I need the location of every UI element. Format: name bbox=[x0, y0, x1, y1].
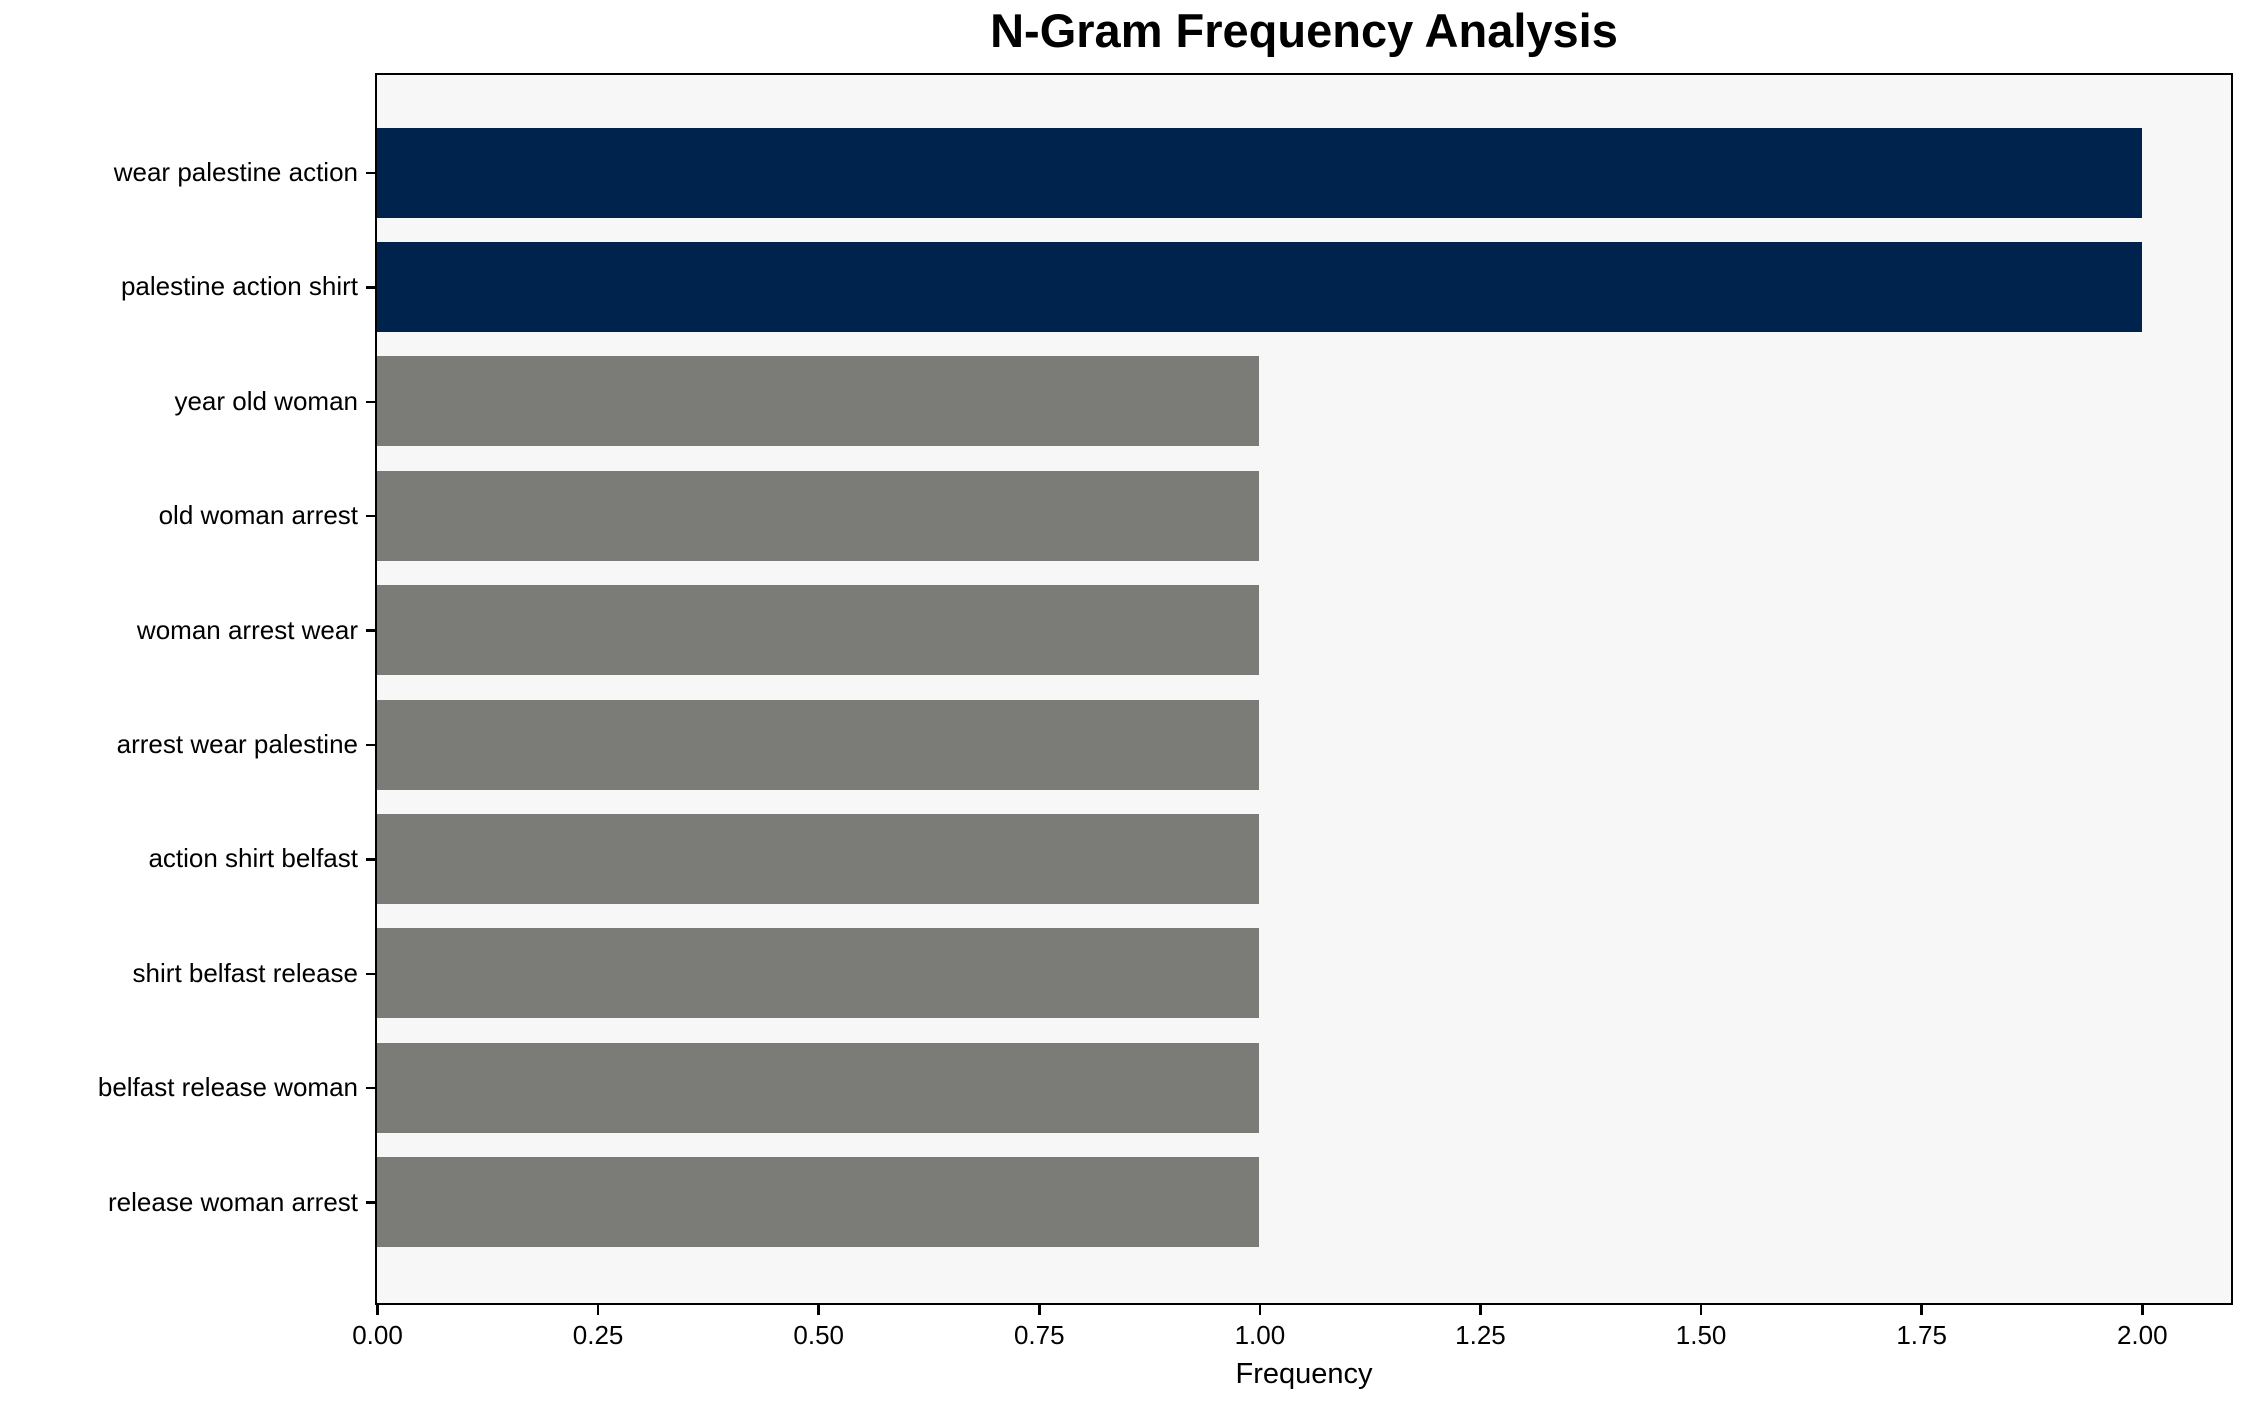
y-tick-label: shirt belfast release bbox=[132, 957, 358, 988]
x-tick-mark bbox=[1699, 1305, 1703, 1315]
y-tick-mark bbox=[366, 286, 375, 289]
bar bbox=[377, 585, 1260, 676]
x-tick-mark bbox=[376, 1305, 379, 1315]
bar bbox=[377, 928, 1260, 1019]
y-tick-mark bbox=[366, 171, 375, 175]
y-tick-mark bbox=[366, 629, 375, 632]
y-tick-mark bbox=[366, 400, 375, 404]
y-tick-label: arrest wear palestine bbox=[116, 728, 358, 759]
x-tick-mark bbox=[817, 1305, 820, 1315]
y-tick-label: palestine action shirt bbox=[120, 271, 358, 302]
bar bbox=[377, 1042, 1260, 1133]
x-tick-label: 1.50 bbox=[1675, 1320, 1727, 1350]
x-tick-mark bbox=[1479, 1305, 1482, 1315]
x-tick-mark bbox=[2141, 1305, 2144, 1315]
x-tick-label: 0.75 bbox=[1013, 1320, 1065, 1350]
x-tick-mark bbox=[1258, 1305, 1262, 1315]
x-tick-mark bbox=[596, 1305, 600, 1315]
y-tick-mark bbox=[366, 743, 375, 747]
x-axis-label: Frequency bbox=[1235, 1358, 1373, 1390]
y-tick-mark bbox=[366, 858, 375, 861]
y-tick-label: wear palestine action bbox=[113, 156, 358, 187]
plot-area bbox=[375, 73, 2233, 1305]
y-tick-label: old woman arrest bbox=[158, 500, 358, 531]
chart-title: N-Gram Frequency Analysis bbox=[990, 4, 1618, 57]
bar bbox=[377, 241, 2142, 332]
y-tick-mark bbox=[366, 972, 375, 976]
bar bbox=[377, 1157, 1260, 1248]
x-tick-label: 0.25 bbox=[572, 1320, 624, 1350]
y-tick-label: year old woman bbox=[174, 385, 358, 416]
x-tick-label: 1.75 bbox=[1896, 1320, 1947, 1350]
x-tick-mark bbox=[1038, 1305, 1041, 1315]
bar bbox=[377, 470, 1260, 561]
bar bbox=[377, 127, 2142, 218]
bar bbox=[377, 699, 1260, 790]
y-tick-label: action shirt belfast bbox=[148, 843, 358, 874]
x-tick-label: 0.50 bbox=[793, 1320, 844, 1350]
bar bbox=[377, 356, 1260, 447]
x-tick-label: 1.25 bbox=[1455, 1320, 1506, 1350]
x-tick-label: 2.00 bbox=[2116, 1320, 2168, 1350]
y-tick-label: belfast release woman bbox=[97, 1072, 358, 1103]
y-tick-mark bbox=[366, 1086, 375, 1090]
y-tick-label: woman arrest wear bbox=[136, 614, 358, 645]
x-tick-label: 0.00 bbox=[352, 1320, 403, 1350]
y-tick-mark bbox=[366, 1201, 375, 1204]
x-tick-mark bbox=[1920, 1305, 1923, 1315]
y-tick-label: release woman arrest bbox=[108, 1186, 358, 1217]
y-tick-mark bbox=[366, 514, 375, 518]
x-tick-label: 1.00 bbox=[1234, 1320, 1286, 1350]
bar bbox=[377, 813, 1260, 904]
